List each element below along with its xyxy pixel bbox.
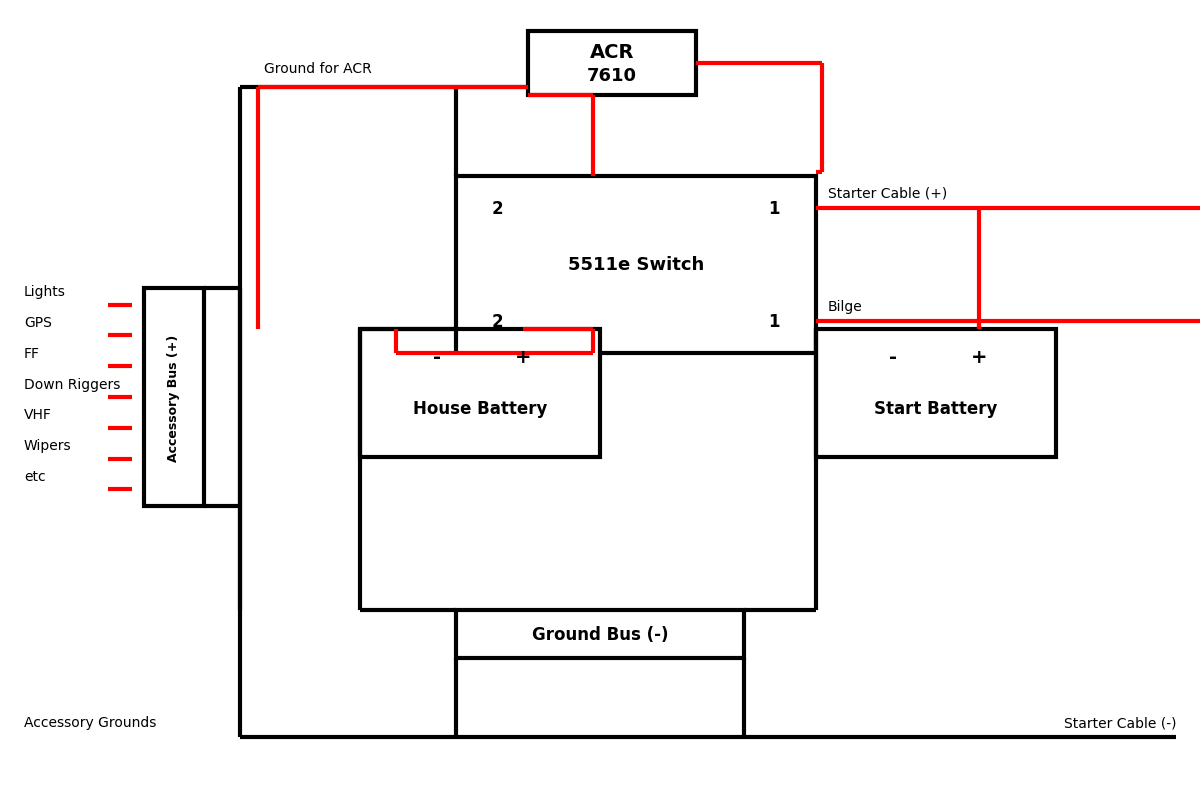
Text: -: - bbox=[433, 348, 440, 367]
Text: 1: 1 bbox=[768, 199, 780, 218]
FancyBboxPatch shape bbox=[456, 610, 744, 658]
Text: etc: etc bbox=[24, 470, 46, 483]
Text: Accessory Grounds: Accessory Grounds bbox=[24, 715, 156, 729]
Text: Starter Cable (+): Starter Cable (+) bbox=[828, 186, 947, 201]
Text: 7610: 7610 bbox=[587, 67, 637, 85]
Text: Wipers: Wipers bbox=[24, 438, 72, 453]
Text: Ground Bus (-): Ground Bus (-) bbox=[532, 626, 668, 643]
FancyBboxPatch shape bbox=[360, 329, 600, 458]
Text: GPS: GPS bbox=[24, 316, 52, 329]
Text: Lights: Lights bbox=[24, 285, 66, 299]
Text: 2: 2 bbox=[492, 312, 504, 331]
Text: -: - bbox=[889, 348, 896, 367]
Text: +: + bbox=[971, 348, 988, 367]
Text: Down Riggers: Down Riggers bbox=[24, 377, 120, 391]
Text: Accessory Bus (+): Accessory Bus (+) bbox=[168, 334, 180, 461]
Text: +: + bbox=[515, 348, 532, 367]
FancyBboxPatch shape bbox=[528, 32, 696, 96]
Text: ACR: ACR bbox=[589, 43, 635, 62]
FancyBboxPatch shape bbox=[144, 289, 204, 506]
Text: Bilge: Bilge bbox=[828, 300, 863, 313]
Text: VHF: VHF bbox=[24, 408, 52, 422]
FancyBboxPatch shape bbox=[456, 177, 816, 353]
Text: Ground for ACR: Ground for ACR bbox=[264, 63, 372, 76]
Text: Starter Cable (-): Starter Cable (-) bbox=[1063, 715, 1176, 729]
Text: Start Battery: Start Battery bbox=[875, 400, 997, 418]
Text: House Battery: House Battery bbox=[413, 400, 547, 418]
Text: 2: 2 bbox=[492, 199, 504, 218]
Text: FF: FF bbox=[24, 346, 40, 361]
FancyBboxPatch shape bbox=[816, 329, 1056, 458]
Text: 1: 1 bbox=[768, 312, 780, 331]
Text: 5511e Switch: 5511e Switch bbox=[568, 256, 704, 274]
